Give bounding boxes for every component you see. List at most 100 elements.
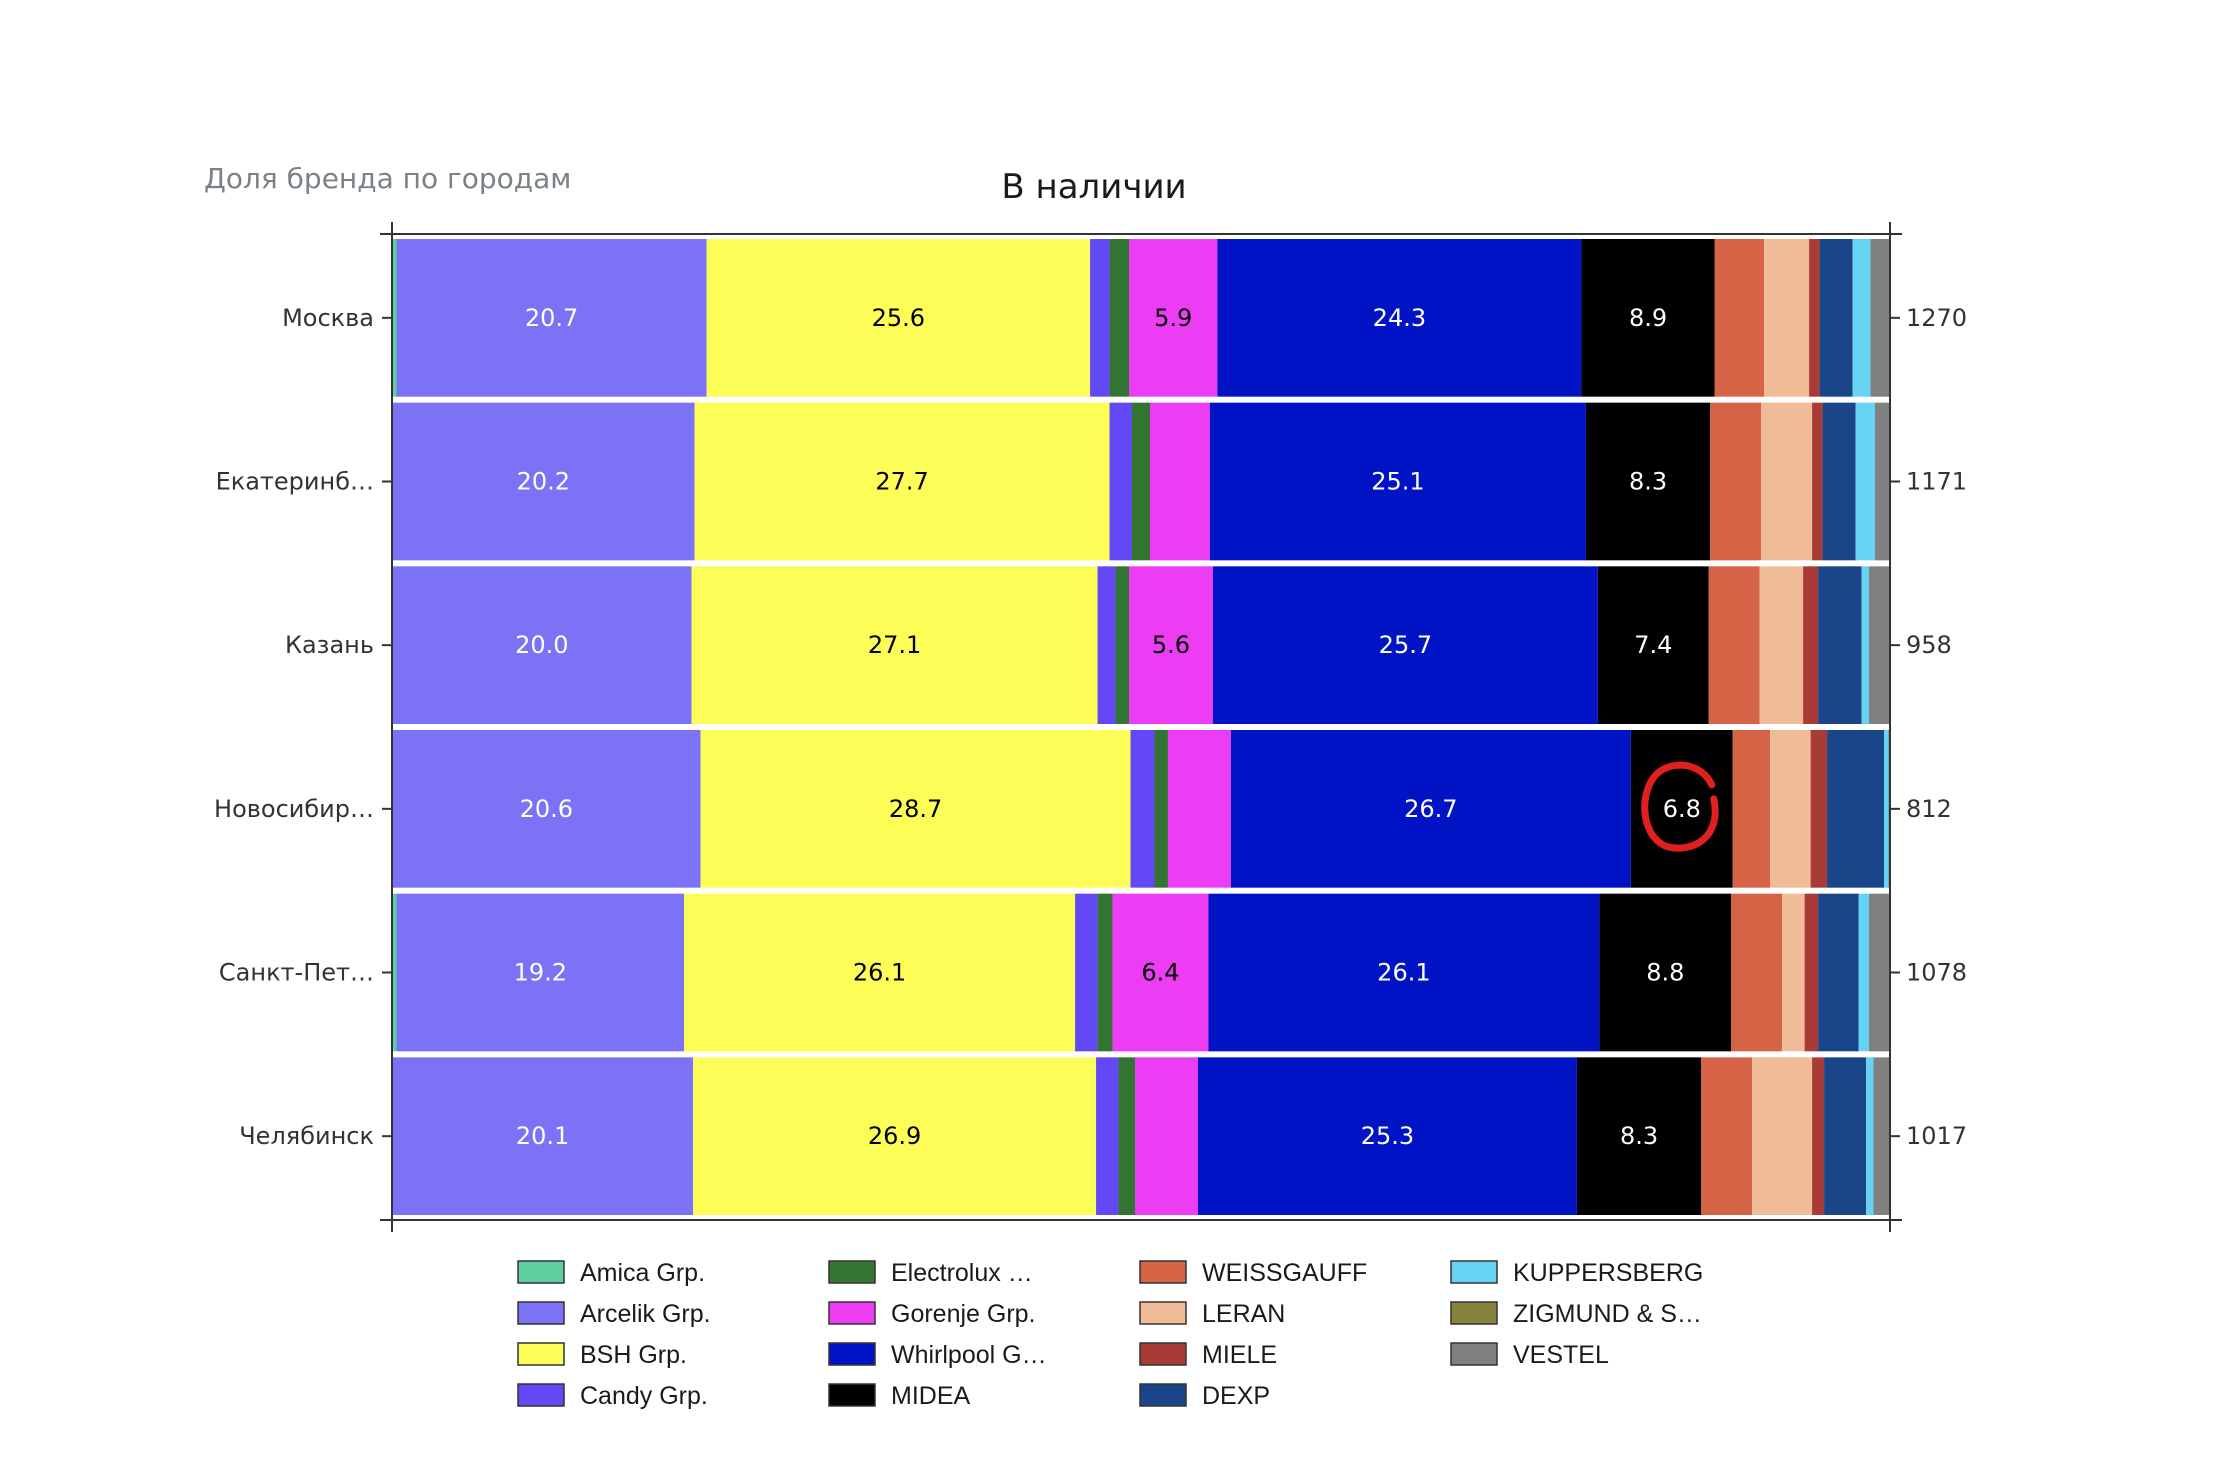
legend-item-bsh-grp[interactable]: BSH Grp. [517,1341,687,1369]
category-label-1: Екатеринб… [216,468,374,496]
bar-segment-candy-grp-3 [1130,730,1155,888]
data-label-whirlpool-g-3: 26.7 [1404,795,1457,823]
bars-layer [392,239,1890,1215]
category-label-5: Челябинск [239,1122,374,1150]
bar-segment-kuppersberg-2 [1861,566,1870,724]
legend-swatch [828,1260,876,1284]
bar-segment-kuppersberg-3 [1884,730,1889,888]
legend-swatch [1139,1342,1187,1366]
legend: Amica Grp. Arcelik Grp. BSH Grp. Candy Grp.… [517,1259,1703,1410]
bar-segment-miele-4 [1804,893,1819,1052]
bar-segment-bsh-grp-4 [684,893,1076,1052]
legend-item-miele[interactable]: MIELE [1139,1341,1277,1369]
data-label-arcelik-grp-3: 20.6 [520,795,573,823]
legend-item-zigmund-s[interactable]: ZIGMUND & S… [1450,1300,1702,1328]
data-label-midea-1: 8.3 [1629,468,1667,496]
bar-segment-weissgauff-1 [1710,402,1762,561]
legend-label: Arcelik Grp. [580,1300,711,1328]
bar-segment-dexp-2 [1818,566,1862,724]
annotation-layer [1641,761,1719,852]
legend-item-kuppersberg[interactable]: KUPPERSBERG [1450,1259,1703,1287]
bar-segment-whirlpool-g-5 [1197,1057,1577,1215]
data-label-gorenje-grp-4: 6.4 [1141,959,1179,987]
bar-segment-bsh-grp-5 [693,1057,1097,1215]
bar-segment-dexp-4 [1818,893,1859,1052]
legend-label: KUPPERSBERG [1513,1259,1703,1287]
bar-segment-electrolux-2 [1115,566,1130,724]
legend-label: Amica Grp. [580,1259,705,1287]
bar-segment-midea-1 [1585,402,1711,561]
bar-segment-miele-2 [1803,566,1819,724]
data-label-gorenje-grp-0: 5.9 [1154,304,1192,332]
legend-label: MIDEA [891,1382,971,1410]
bar-segment-dexp-3 [1827,730,1884,888]
bar-segment-arcelik-grp-5 [392,1057,694,1215]
legend-item-dexp[interactable]: DEXP [1139,1382,1270,1410]
legend-item-leran[interactable]: LERAN [1139,1300,1285,1328]
legend-item-midea[interactable]: MIDEA [828,1382,971,1410]
data-label-midea-3: 6.8 [1663,795,1701,823]
bar-segment-electrolux-4 [1097,893,1113,1052]
total-label-0: 1270 [1906,304,1967,332]
bar-segment-arcelik-grp-0 [396,239,707,397]
legend-label: ZIGMUND & S… [1513,1300,1702,1328]
data-label-gorenje-grp-2: 5.6 [1152,631,1190,659]
legend-label: Electrolux … [891,1259,1033,1287]
bar-segment-kuppersberg-0 [1852,239,1871,397]
category-label-0: Москва [282,304,374,332]
labels-layer: 20.7 25.6 5.9 24.3 8.9 20.2 27.7 25.1 8.3 20.0 27.… [514,304,1701,1150]
bar-segment-vestel-2 [1869,566,1890,724]
bar-segment-weissgauff-3 [1732,730,1771,888]
bar-segment-dexp-5 [1824,1057,1867,1215]
category-label-2: Казань [285,631,374,659]
data-label-whirlpool-g-0: 24.3 [1373,304,1426,332]
bar-segment-whirlpool-g-4 [1208,893,1600,1052]
legend-swatch [1450,1342,1498,1366]
bar-segment-whirlpool-g-3 [1230,730,1631,888]
bar-segment-vestel-0 [1870,239,1890,397]
total-label-1: 1171 [1906,468,1967,496]
bar-segment-leran-5 [1752,1057,1813,1215]
data-label-bsh-grp-2: 27.1 [868,631,921,659]
legend-item-gorenje-grp[interactable]: Gorenje Grp. [828,1300,1036,1328]
bar-segment-leran-1 [1761,402,1813,561]
bar-segment-arcelik-grp-1 [392,402,695,561]
bar-segment-bsh-grp-2 [691,566,1098,724]
legend-item-arcelik-grp[interactable]: Arcelik Grp. [517,1300,711,1328]
legend-swatch [517,1260,565,1284]
legend-swatch [828,1301,876,1325]
legend-label: MIELE [1202,1341,1277,1369]
bar-segment-midea-5 [1576,1057,1702,1215]
data-label-bsh-grp-1: 27.7 [875,468,928,496]
bar-segment-leran-3 [1770,730,1811,888]
bar-segment-electrolux-5 [1118,1057,1136,1215]
legend-item-amica-grp[interactable]: Amica Grp. [517,1259,705,1287]
section-title: Доля бренда по городам [204,162,571,195]
bar-segment-dexp-0 [1819,239,1853,397]
bar-segment-leran-4 [1782,893,1805,1052]
legend-swatch [828,1383,876,1407]
legend-swatch [517,1383,565,1407]
legend-item-candy-grp[interactable]: Candy Grp. [517,1382,708,1410]
legend-item-electrolux[interactable]: Electrolux … [828,1259,1033,1287]
bar-segment-kuppersberg-4 [1858,893,1870,1052]
bar-segment-candy-grp-0 [1090,239,1110,397]
bar-segment-miele-0 [1809,239,1820,397]
legend-swatch [1450,1301,1498,1325]
legend-label: DEXP [1202,1382,1270,1410]
bar-segment-midea-2 [1597,566,1709,724]
data-label-midea-4: 8.8 [1646,959,1684,987]
data-label-whirlpool-g-2: 25.7 [1379,631,1432,659]
bar-segment-vestel-4 [1869,893,1890,1052]
chart-title: В наличии [1001,167,1186,207]
legend-item-vestel[interactable]: VESTEL [1450,1341,1609,1369]
data-label-arcelik-grp-1: 20.2 [517,468,570,496]
bar-segment-weissgauff-4 [1731,893,1783,1052]
bar-segment-candy-grp-1 [1109,402,1133,561]
bar-segment-candy-grp-5 [1096,1057,1119,1215]
legend-item-weissgauff[interactable]: WEISSGAUFF [1139,1259,1367,1287]
legend-item-whirlpool-g[interactable]: Whirlpool G… [828,1341,1047,1369]
bar-segment-gorenje-grp-2 [1129,566,1213,724]
category-label-3: Новосибир… [214,795,374,823]
category-label-4: Санкт-Пет… [219,959,374,987]
